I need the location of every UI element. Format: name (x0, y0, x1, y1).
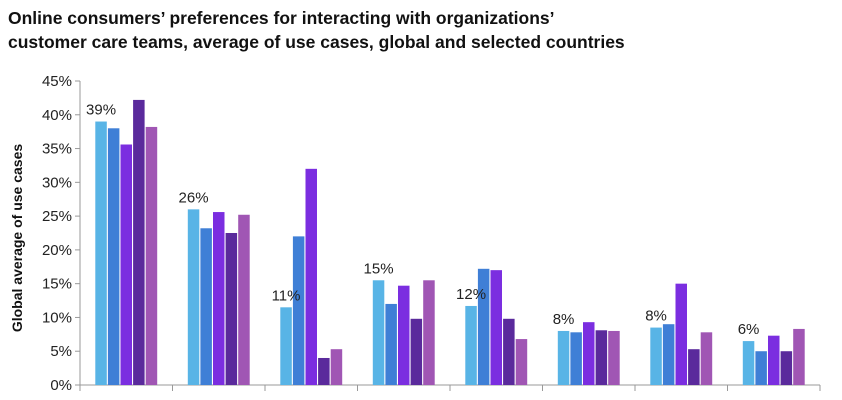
bar (515, 339, 528, 385)
bar (330, 349, 343, 385)
bar (280, 307, 292, 385)
data-label: 8% (645, 308, 667, 325)
bar (793, 328, 805, 385)
bar (780, 351, 793, 385)
bar (423, 280, 435, 385)
bar (95, 121, 107, 386)
y-tick-label: 10% (42, 309, 72, 326)
chart-title: Online consumers’ preferences for intera… (8, 6, 828, 54)
bar (200, 228, 212, 385)
bar (187, 209, 200, 385)
bar (595, 330, 608, 385)
data-labels: 39% 26% 11% 15% 12% 8% 8% 6% (86, 102, 759, 339)
bar (755, 351, 767, 385)
bar (305, 168, 317, 385)
bar (385, 303, 397, 385)
bar (410, 318, 423, 385)
y-tick-label: 15% (42, 276, 72, 293)
y-tick-label: 40% (42, 107, 72, 124)
bar (318, 357, 330, 385)
bar (742, 341, 755, 385)
bar (133, 99, 145, 385)
chart-title-line2: customer care teams, average of use case… (8, 32, 625, 52)
bar (398, 285, 410, 385)
bar (477, 268, 490, 385)
y-tick-label: 30% (42, 174, 72, 191)
y-tick-label: 45% (42, 73, 72, 90)
y-tick-label: 5% (50, 343, 72, 360)
bar (608, 330, 620, 385)
y-tick-label: 25% (42, 208, 72, 225)
y-axis-label: Global average of use cases (9, 144, 25, 333)
data-label: 15% (364, 260, 394, 277)
data-label: 6% (738, 321, 760, 338)
bar (503, 318, 515, 385)
bar (372, 280, 385, 385)
y-tick-label: 35% (42, 141, 72, 158)
bar (107, 128, 120, 386)
bar (213, 212, 225, 385)
data-label: 11% (272, 287, 301, 304)
bar (662, 324, 675, 385)
data-label: 39% (86, 102, 116, 119)
bar (465, 305, 477, 385)
bar (700, 332, 713, 385)
bar (768, 335, 780, 385)
bar (570, 332, 582, 385)
bar (238, 214, 250, 385)
data-label: 12% (456, 286, 486, 303)
bar (490, 270, 502, 385)
bar (583, 322, 595, 385)
bar (557, 330, 570, 385)
bar (675, 283, 687, 385)
bar (145, 126, 158, 385)
data-label: 8% (553, 311, 575, 328)
y-tick-label: 20% (42, 242, 72, 259)
bar (650, 327, 662, 385)
bar (120, 144, 132, 385)
data-label: 26% (179, 189, 209, 206)
chart-bars (95, 99, 805, 386)
chart-title-line1: Online consumers’ preferences for intera… (8, 8, 555, 28)
y-tick-label: 0% (50, 377, 72, 394)
bar (225, 233, 238, 385)
y-tick-labels: 0% 5% 10% 15% 20% 25% 30% 35% 40% 45% (42, 73, 72, 394)
bar (292, 236, 305, 385)
bar (688, 349, 700, 385)
